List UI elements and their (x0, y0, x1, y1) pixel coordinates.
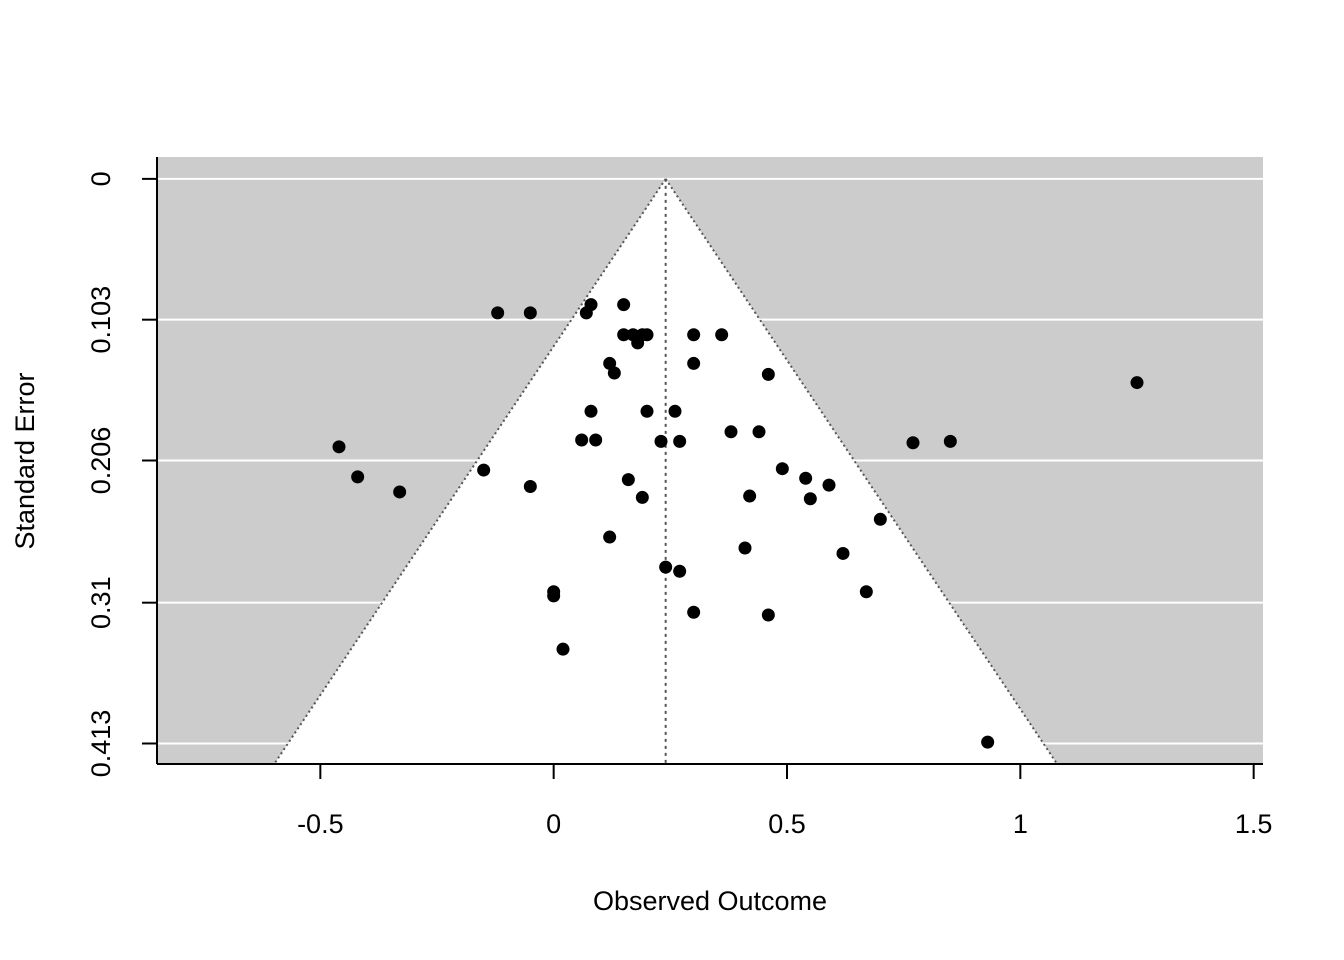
data-point (673, 434, 687, 448)
data-point (523, 306, 537, 320)
data-point (640, 404, 654, 418)
data-point (477, 463, 491, 477)
y-tick-label: 0 (86, 171, 116, 186)
data-point (775, 462, 789, 476)
data-point (673, 564, 687, 578)
data-point (738, 541, 752, 555)
data-point (607, 366, 621, 380)
data-point (589, 433, 603, 447)
data-point (631, 336, 645, 350)
data-point (556, 642, 570, 656)
data-point (1130, 376, 1144, 390)
x-tick-label: 1.5 (1235, 809, 1273, 839)
data-point (822, 478, 836, 492)
funnel-right-boundary (664, 178, 1058, 765)
data-point (687, 356, 701, 370)
data-point (799, 471, 813, 485)
funnel-left-boundary (273, 178, 667, 765)
data-point (603, 530, 617, 544)
data-points (332, 298, 1144, 749)
data-point (575, 433, 589, 447)
x-axis: -0.5 0 0.5 1 1.5 (297, 764, 1272, 839)
data-point (836, 546, 850, 560)
data-point (654, 434, 668, 448)
data-point (724, 425, 738, 439)
data-point (752, 425, 766, 439)
data-point (659, 560, 673, 574)
y-tick-label: 0.206 (86, 427, 116, 495)
data-point (640, 328, 654, 342)
y-tick-label: 0.413 (86, 710, 116, 778)
x-axis-title: Observed Outcome (593, 886, 827, 916)
x-tick-label: 0 (546, 809, 561, 839)
data-point (761, 367, 775, 381)
data-point (715, 328, 729, 342)
y-axis: 0 0.103 0.206 0.31 0.413 (86, 171, 157, 777)
data-point (332, 440, 346, 454)
data-point (635, 490, 649, 504)
data-point (584, 404, 598, 418)
data-point (943, 434, 957, 448)
data-point (617, 298, 631, 312)
data-point (859, 585, 873, 599)
data-point (668, 404, 682, 418)
x-tick-label: 1 (1013, 809, 1028, 839)
x-tick-label: 0.5 (768, 809, 806, 839)
funnel-region (274, 178, 1058, 764)
data-point (743, 489, 757, 503)
y-axis-title: Standard Error (10, 372, 40, 549)
data-point (906, 436, 920, 450)
data-point (617, 328, 631, 342)
data-point (621, 473, 635, 487)
data-point (351, 470, 365, 484)
y-tick-label: 0.103 (86, 286, 116, 354)
x-tick-label: -0.5 (297, 809, 344, 839)
data-point (547, 589, 561, 603)
y-tick-label: 0.31 (86, 576, 116, 629)
data-point (981, 735, 995, 749)
data-point (584, 298, 598, 312)
data-point (761, 608, 775, 622)
data-point (393, 485, 407, 499)
data-point (491, 306, 505, 320)
data-point (523, 479, 537, 493)
data-point (687, 328, 701, 342)
data-point (687, 605, 701, 619)
data-point (873, 512, 887, 526)
data-point (803, 492, 817, 506)
